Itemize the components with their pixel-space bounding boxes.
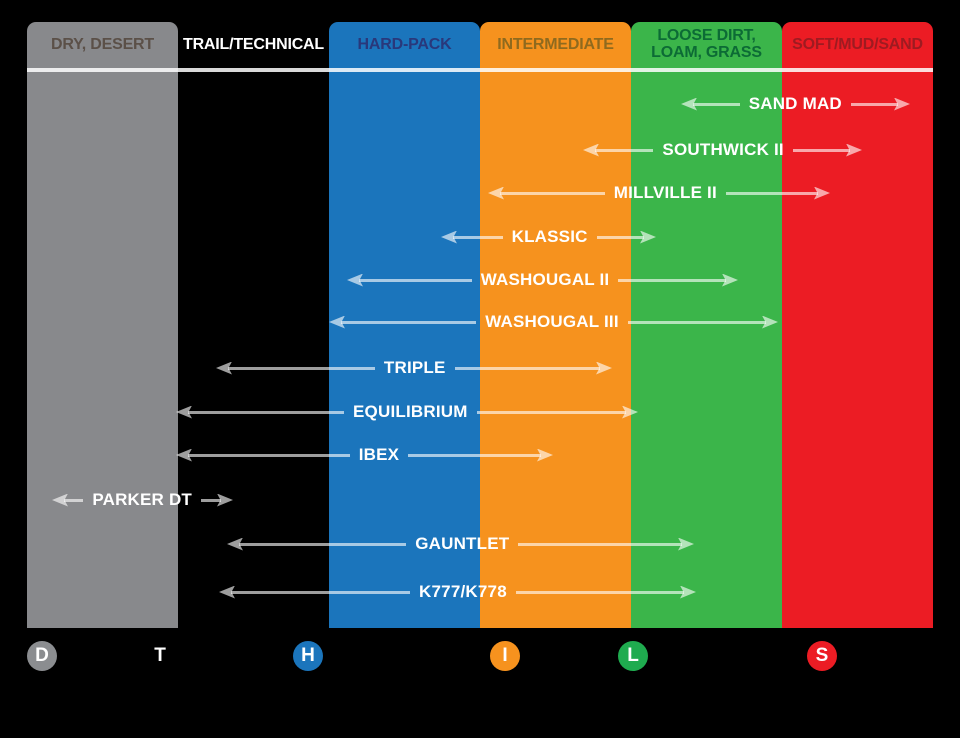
arrow-shaft (201, 498, 221, 502)
terrain-badge-intermediate: I (490, 641, 520, 671)
left-arrow (488, 186, 605, 200)
arrow-shaft (596, 235, 644, 239)
tire-row-millville-ii: MILLVILLE II (488, 180, 830, 206)
arrow-shaft (518, 542, 682, 546)
tire-row-equilibrium: EQUILIBRIUM (176, 399, 638, 425)
arrow-shaft (515, 590, 684, 594)
tire-label: PARKER DT (92, 490, 193, 509)
left-arrow (176, 405, 345, 419)
tire-row-sand-mad: SAND MAD (681, 91, 910, 117)
right-arrow (408, 448, 553, 462)
tire-row-triple: TRIPLE (216, 355, 612, 381)
left-arrow (176, 448, 350, 462)
arrow-shaft (595, 148, 654, 152)
arrow-shaft (341, 320, 477, 324)
column-header-hard-pack: HARD-PACK (357, 35, 452, 53)
tire-label: MILLVILLE II (613, 183, 717, 202)
right-arrow (515, 585, 696, 599)
arrow-shaft (627, 320, 766, 324)
tire-row-washougal-ii: WASHOUGAL II (347, 267, 738, 293)
arrow-shaft (454, 366, 600, 370)
tire-label: IBEX (358, 445, 400, 464)
column-header-loose-dirt: LOOSE DIRT, LOAM, GRASS (651, 27, 762, 61)
arrow-shaft (64, 498, 84, 502)
arrow-shaft (359, 278, 472, 282)
tire-row-klassic: KLASSIC (441, 224, 656, 250)
right-arrow (596, 230, 656, 244)
terrain-badge-soft-mud-sand: S (807, 641, 837, 671)
arrow-shaft (408, 453, 541, 457)
arrow-shaft (239, 542, 407, 546)
right-arrow (476, 405, 638, 419)
left-arrow (219, 585, 411, 599)
terrain-badge-loose-dirt: L (618, 641, 648, 671)
right-arrow (850, 97, 910, 111)
left-arrow (52, 493, 84, 507)
tire-row-parker-dt: PARKER DT (52, 487, 233, 513)
right-arrow (518, 537, 694, 551)
left-arrow (216, 361, 375, 375)
arrow-shaft (188, 410, 345, 414)
tire-label: K777/K778 (419, 582, 507, 601)
right-arrow (618, 273, 738, 287)
column-intermediate: INTERMEDIATE (480, 22, 631, 628)
column-dry-desert: DRY, DESERT (27, 22, 178, 628)
arrow-shaft (850, 102, 898, 106)
tire-label: WASHOUGAL II (480, 270, 610, 289)
right-arrow (454, 361, 612, 375)
right-arrow (792, 143, 862, 157)
tire-label: GAUNTLET (415, 534, 510, 553)
tire-row-gauntlet: GAUNTLET (227, 531, 694, 557)
tire-label: WASHOUGAL III (485, 312, 619, 331)
left-arrow (681, 97, 740, 111)
column-header-trail-technical: TRAIL/TECHNICAL (183, 35, 324, 53)
column-loose-dirt: LOOSE DIRT, LOAM, GRASS (631, 22, 782, 628)
column-header-soft-mud-sand: SOFT/MUD/SAND (792, 35, 923, 53)
column-trail-technical: TRAIL/TECHNICAL (178, 22, 329, 628)
tire-label: KLASSIC (511, 227, 588, 246)
terrain-badge-hard-pack: H (293, 641, 323, 671)
arrow-shaft (500, 191, 605, 195)
tire-label: TRIPLE (383, 358, 446, 377)
tire-label: EQUILIBRIUM (353, 402, 468, 421)
arrow-shaft (188, 453, 350, 457)
arrow-shaft (725, 191, 818, 195)
left-arrow (347, 273, 472, 287)
arrow-shaft (231, 590, 411, 594)
tire-row-ibex: IBEX (176, 442, 553, 468)
tire-label: SOUTHWICK II (662, 140, 784, 159)
terrain-columns: DRY, DESERT TRAIL/TECHNICAL HARD-PACK INTER… (27, 22, 933, 628)
left-arrow (441, 230, 503, 244)
tire-label: SAND MAD (748, 94, 842, 113)
column-hard-pack: HARD-PACK (329, 22, 480, 628)
left-arrow (227, 537, 407, 551)
arrow-shaft (453, 235, 503, 239)
tire-row-southwick-ii: SOUTHWICK II (583, 137, 862, 163)
right-arrow (201, 493, 233, 507)
arrow-shaft (476, 410, 626, 414)
terrain-badge-dry-desert: D (27, 641, 57, 671)
column-header-intermediate: INTERMEDIATE (497, 35, 614, 53)
arrow-shaft (792, 148, 850, 152)
column-header-dry-desert: DRY, DESERT (50, 35, 154, 53)
arrow-shaft (228, 366, 375, 370)
arrow-shaft (618, 278, 726, 282)
right-arrow (627, 315, 778, 329)
terrain-badge-trail-technical: T (145, 641, 175, 671)
arrow-shaft (693, 102, 740, 106)
tire-row-washougal-iii: WASHOUGAL III (329, 309, 778, 335)
column-soft-mud-sand: SOFT/MUD/SAND (782, 22, 933, 628)
right-arrow (725, 186, 830, 200)
left-arrow (583, 143, 654, 157)
tire-row-k777-k778: K777/K778 (219, 579, 696, 605)
header-divider-line (27, 68, 933, 72)
left-arrow (329, 315, 477, 329)
